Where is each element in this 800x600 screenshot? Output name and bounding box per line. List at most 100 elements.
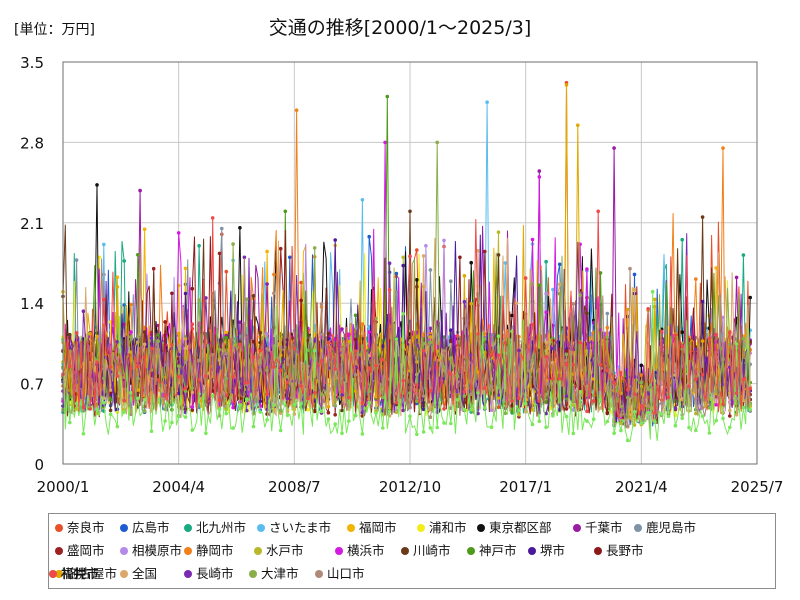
data-point xyxy=(551,376,555,381)
x-tick-label: 2008/7 xyxy=(268,478,321,496)
y-tick-label: 3.5 xyxy=(20,54,44,72)
data-point xyxy=(537,169,542,173)
data-point xyxy=(401,378,406,383)
data-point xyxy=(251,294,256,298)
data-point xyxy=(646,307,650,311)
data-point xyxy=(142,227,147,231)
legend-item: さいたま市 xyxy=(257,521,331,535)
data-point xyxy=(489,425,494,430)
data-point xyxy=(374,346,378,350)
data-point xyxy=(421,394,426,398)
data-point xyxy=(680,330,684,335)
data-point xyxy=(571,399,576,403)
data-point xyxy=(537,175,542,179)
data-point xyxy=(299,298,303,303)
data-point xyxy=(639,363,644,368)
legend-label: 盛岡市 xyxy=(67,543,105,558)
data-point xyxy=(176,391,181,396)
data-point xyxy=(687,425,691,430)
legend-swatch xyxy=(184,547,192,555)
y-tick-label: 0 xyxy=(34,456,44,474)
data-point xyxy=(721,315,725,320)
data-point xyxy=(707,336,712,341)
data-point xyxy=(415,285,419,289)
data-point xyxy=(122,259,126,263)
data-point xyxy=(394,410,399,415)
legend-item: 札幌市 xyxy=(49,567,99,581)
data-point xyxy=(741,405,746,410)
data-point xyxy=(74,388,79,393)
data-point xyxy=(220,226,224,231)
data-point xyxy=(510,313,514,318)
data-point xyxy=(258,348,263,353)
data-point xyxy=(619,428,623,433)
data-point xyxy=(578,293,582,298)
x-tick-label: 2000/1 xyxy=(37,478,90,496)
data-point xyxy=(476,332,480,336)
data-point xyxy=(231,405,235,410)
data-point xyxy=(442,421,446,425)
data-point xyxy=(115,396,120,401)
legend-label: 相模原市 xyxy=(132,543,183,558)
legend-item: 長野市 xyxy=(594,544,644,558)
data-point xyxy=(612,381,616,385)
data-point xyxy=(340,408,344,413)
data-point xyxy=(428,326,433,331)
data-point xyxy=(571,362,576,367)
data-point xyxy=(285,362,290,367)
data-point xyxy=(421,284,426,289)
data-point xyxy=(666,395,671,400)
legend-swatch xyxy=(573,524,581,532)
data-point xyxy=(278,409,283,413)
data-point xyxy=(278,246,283,251)
data-point xyxy=(81,408,86,412)
data-point xyxy=(210,216,215,220)
data-point xyxy=(564,349,569,353)
data-point xyxy=(244,380,249,385)
data-point xyxy=(591,417,596,422)
data-point xyxy=(95,407,99,412)
data-point xyxy=(537,283,542,288)
data-point xyxy=(163,393,167,398)
data-point xyxy=(424,244,428,248)
data-point xyxy=(244,297,249,302)
data-point xyxy=(360,379,365,383)
data-point xyxy=(102,297,106,302)
data-point xyxy=(496,393,501,397)
data-point xyxy=(462,407,467,412)
data-point xyxy=(183,386,188,390)
data-point xyxy=(673,406,678,411)
data-point xyxy=(68,420,72,425)
data-point xyxy=(278,428,283,433)
data-point xyxy=(415,278,419,282)
legend-label: 静岡市 xyxy=(196,543,234,558)
data-point xyxy=(129,390,133,395)
data-point xyxy=(265,417,269,422)
data-point xyxy=(564,362,569,367)
data-point xyxy=(353,313,358,318)
data-point xyxy=(639,403,644,408)
data-point xyxy=(428,405,433,409)
data-point xyxy=(591,399,596,403)
legend: 奈良市 広島市 北九州市 さいたま市 福岡市 浦和市 東京都区部 千葉市 鹿児島市 盛岡市 相模原市… xyxy=(48,513,776,589)
data-point xyxy=(292,346,297,351)
data-point xyxy=(360,410,365,415)
data-point xyxy=(734,413,739,417)
data-point xyxy=(469,392,474,397)
data-point xyxy=(496,253,501,257)
data-point xyxy=(367,330,372,334)
data-point xyxy=(340,389,344,394)
data-point xyxy=(544,354,548,359)
data-point xyxy=(319,358,324,363)
data-point xyxy=(469,408,474,412)
legend-swatch xyxy=(55,570,63,578)
legend-item: 山口市 xyxy=(315,567,365,581)
data-point xyxy=(544,259,548,264)
data-point xyxy=(183,291,188,296)
data-point xyxy=(136,396,140,401)
data-point xyxy=(272,403,276,408)
data-point xyxy=(108,397,113,402)
data-point xyxy=(210,393,215,398)
data-point xyxy=(605,368,610,373)
data-point xyxy=(632,392,637,396)
